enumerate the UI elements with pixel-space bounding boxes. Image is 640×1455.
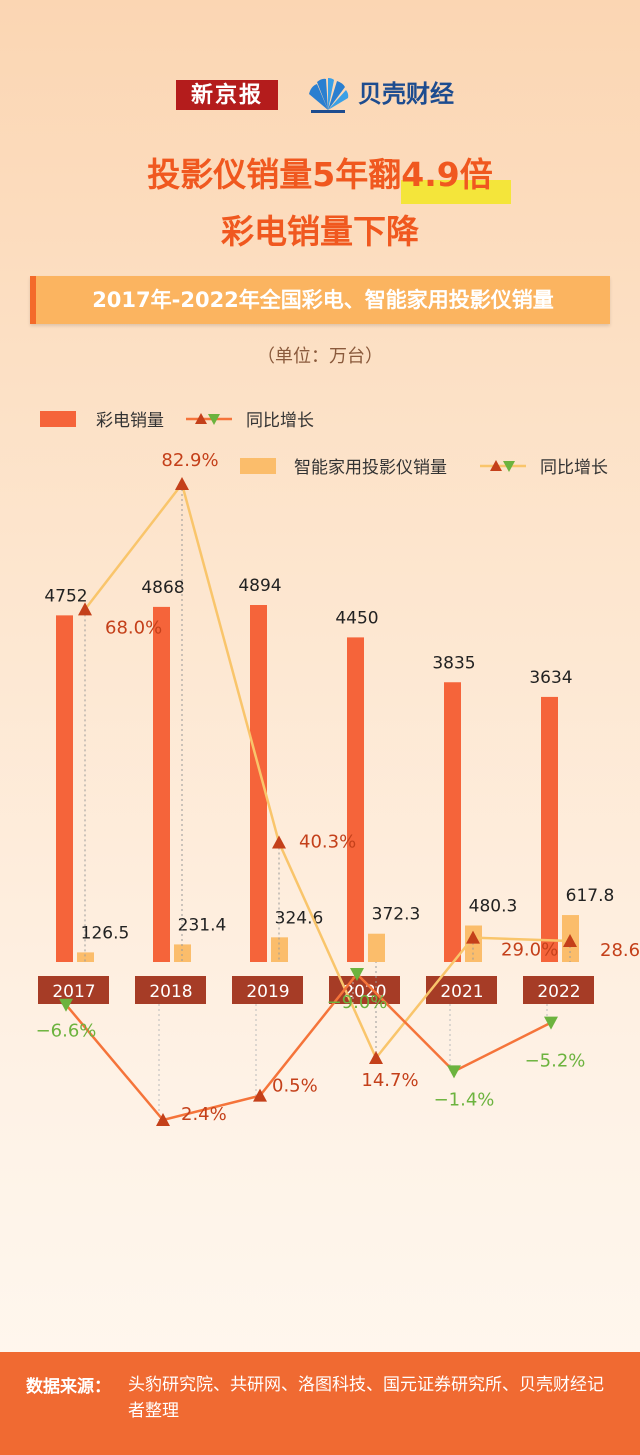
projector-bar-2017 <box>77 952 94 962</box>
projector-growth-marker-2022 <box>563 934 577 948</box>
legend-projector-up-marker <box>490 460 502 471</box>
projector-growth-label-2021: 29.0% <box>501 940 558 961</box>
projector-value-2017: 126.5 <box>81 923 130 943</box>
tv-growth-label-2018: 2.4% <box>181 1104 227 1125</box>
source-text: 头豹研究院、共研网、洛图科技、国元证券研究所、贝壳财经记者整理 <box>128 1375 604 1421</box>
title-part1: 投影仪销量5年翻 <box>147 155 402 194</box>
page-title-line2: 彩电销量下降 <box>221 212 419 251</box>
projector-value-2018: 231.4 <box>178 915 227 935</box>
beike-logo-text: 贝壳财经 <box>358 80 454 108</box>
legend-tv-up-marker <box>195 413 207 424</box>
projector-growth-marker-2020 <box>369 1051 383 1064</box>
year-label-2021: 2021 <box>440 982 483 1002</box>
title-block: 投影仪销量5年翻4.9倍 彩电销量下降 <box>0 152 640 258</box>
tv-growth-label-2021: −1.4% <box>434 1089 495 1110</box>
projector-bar-2019 <box>271 937 288 962</box>
year-label-2022: 2022 <box>537 982 580 1002</box>
beike-shell-icon <box>309 78 349 113</box>
projector-growth-label-2019: 40.3% <box>299 832 356 853</box>
tv-growth-marker-2021 <box>447 1065 461 1079</box>
legend-tv-growth-label: 同比增长 <box>246 411 314 431</box>
sales-chart: 彩电销量 同比增长 智能家用投影仪销量 同比增长 4752 126.5 2017 48… <box>36 411 640 1126</box>
source-label: 数据来源： <box>26 1377 111 1397</box>
year-box-2022 <box>523 976 594 1004</box>
tv-growth-label-2019: 0.5% <box>272 1076 318 1097</box>
tv-value-2018: 4868 <box>141 578 184 598</box>
projector-growth-line <box>84 481 571 1061</box>
legend-projector-growth-label: 同比增长 <box>540 458 608 478</box>
year-box-2018 <box>135 976 206 1004</box>
legend-projector-label: 智能家用投影仪销量 <box>294 458 447 478</box>
tv-value-2019: 4894 <box>238 576 281 596</box>
tv-bar-2020 <box>347 637 364 962</box>
projector-value-2020: 372.3 <box>372 905 421 925</box>
year-box-2017 <box>38 976 109 1004</box>
tv-growth-marker-2017 <box>59 998 73 1012</box>
projector-growth-label-2020: 14.7% <box>361 1070 418 1091</box>
tv-growth-marker-2018 <box>156 1113 170 1126</box>
tv-value-2022: 3634 <box>529 668 572 688</box>
projector-growth-label-2017: 68.0% <box>105 617 162 638</box>
tv-bar-2018 <box>153 606 170 962</box>
legend-projector-down-marker <box>503 461 515 472</box>
tv-growth-label-2020: −9.0% <box>327 992 388 1013</box>
tv-growth-line <box>65 972 552 1122</box>
chart-subtitle: 2017年-2022年全国彩电、智能家用投影仪销量 <box>30 276 610 324</box>
tv-bar-2021 <box>444 682 461 962</box>
tv-growth-label-2017: −6.6% <box>36 1021 97 1042</box>
legend-tv-swatch <box>40 411 76 427</box>
tv-bar-2022 <box>541 696 558 962</box>
year-label-2019: 2019 <box>246 982 289 1002</box>
tv-bar-2017 <box>56 615 73 962</box>
logo-row: 新京报 贝壳财经 <box>0 74 640 114</box>
tv-bar-2019 <box>250 605 267 962</box>
legend: 彩电销量 同比增长 智能家用投影仪销量 同比增长 <box>40 411 608 478</box>
projector-growth-label-2022: 28.6% <box>600 940 640 961</box>
projector-growth-marker-2019 <box>272 835 286 849</box>
tv-growth-label-2022: −5.2% <box>525 1051 586 1072</box>
projector-growth-marker-2018 <box>175 477 189 490</box>
year-label-2018: 2018 <box>149 982 192 1002</box>
projector-growth-label-2018: 82.9% <box>161 450 218 471</box>
legend-tv-down-marker <box>208 414 220 425</box>
page-title: 投影仪销量5年翻4.9倍 <box>147 152 512 204</box>
tv-value-2021: 3835 <box>432 653 475 673</box>
tv-value-2020: 4450 <box>335 608 378 628</box>
tv-growth-marker-2022 <box>544 1016 558 1030</box>
footer: 数据来源： 头豹研究院、共研网、洛图科技、国元证券研究所、贝壳财经记者整理 <box>0 1352 640 1455</box>
projector-bar-2020 <box>368 933 385 962</box>
legend-projector-swatch <box>240 458 276 474</box>
tv-value-2017: 4752 <box>44 586 87 606</box>
year-label-2017: 2017 <box>52 982 95 1002</box>
tv-growth-marker-2019 <box>253 1088 267 1102</box>
projector-value-2022: 617.8 <box>566 886 615 906</box>
xinjingbao-logo: 新京报 <box>176 80 278 110</box>
legend-tv-label: 彩电销量 <box>96 411 164 431</box>
projector-growth-marker-2017 <box>78 602 92 616</box>
year-box-2019 <box>232 976 303 1004</box>
projector-value-2021: 480.3 <box>469 896 518 916</box>
projector-growth-marker-2021 <box>466 930 480 944</box>
tv-growth-marker-2020 <box>350 968 364 981</box>
unit-label: （单位：万台） <box>257 346 383 367</box>
projector-bar-2018 <box>174 944 191 962</box>
